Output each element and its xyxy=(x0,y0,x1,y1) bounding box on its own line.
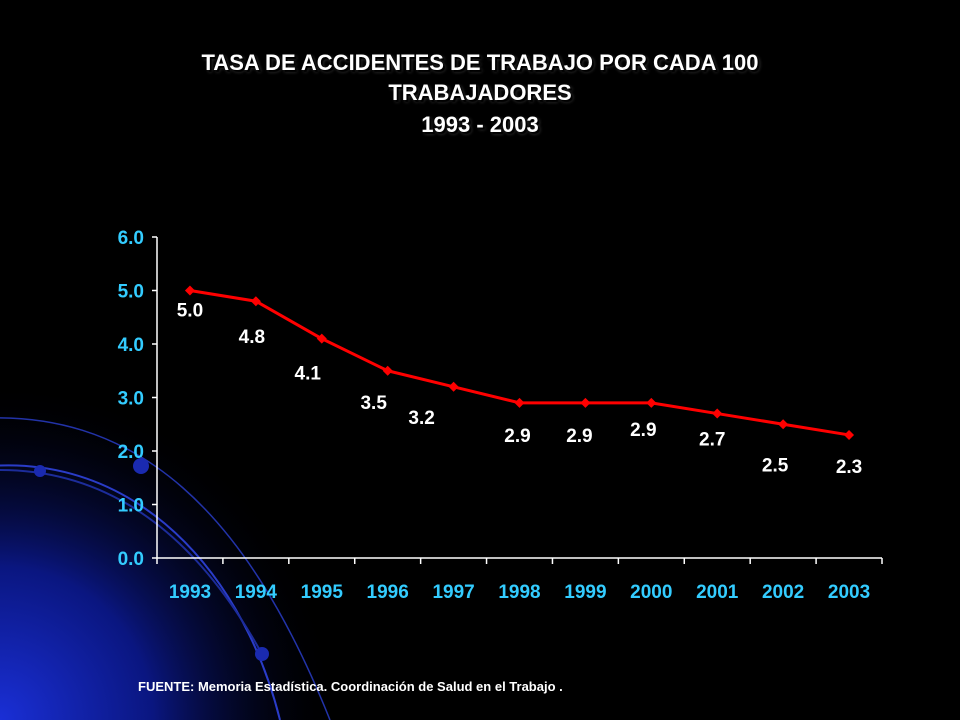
x-tick-label: 2002 xyxy=(762,582,804,603)
x-tick-label: 2000 xyxy=(630,582,672,603)
data-label: 2.9 xyxy=(504,426,530,447)
x-tick-label: 1994 xyxy=(235,582,278,603)
data-labels: 5.0 4.8 4.1 3.5 3.2 2.9 2.9 2.9 2.7 2.5 2.3 xyxy=(177,301,863,478)
data-point-marker xyxy=(646,397,657,408)
data-point-marker xyxy=(778,419,789,430)
x-tick-label: 1997 xyxy=(432,582,474,603)
data-point-marker xyxy=(250,296,261,307)
y-tick-label: 3.0 xyxy=(118,389,144,410)
x-tick-label: 1993 xyxy=(169,582,211,603)
data-label: 2.7 xyxy=(699,430,725,451)
x-tick-label: 1998 xyxy=(498,582,540,603)
decorative-arc xyxy=(0,417,331,720)
decorative-dot xyxy=(255,647,269,661)
chart-title-line-2: TRABAJADORES xyxy=(388,80,572,105)
x-tick-label: 1995 xyxy=(301,582,344,603)
data-point-marker xyxy=(514,397,525,408)
y-tick-label: 1.0 xyxy=(118,496,144,517)
series-line xyxy=(189,289,850,437)
y-axis-tick-labels: 0.0 1.0 2.0 3.0 4.0 5.0 6.0 xyxy=(118,228,144,570)
data-label: 3.2 xyxy=(408,408,434,429)
data-point-marker xyxy=(382,365,393,376)
data-label: 2.5 xyxy=(762,455,789,476)
data-series xyxy=(184,285,855,440)
data-point-marker xyxy=(712,408,723,419)
blue-gradient-corner xyxy=(0,380,340,720)
data-point-marker xyxy=(448,381,459,392)
decorative-dot xyxy=(34,465,46,477)
data-label: 2.3 xyxy=(836,457,862,478)
y-tick-label: 5.0 xyxy=(118,282,144,303)
y-tick-label: 4.0 xyxy=(118,335,144,356)
x-tick-label: 2001 xyxy=(696,582,739,603)
x-axis-tick-labels: 1993 1994 1995 1996 1997 1998 1999 2000 2001 2002… xyxy=(169,582,870,603)
data-label: 2.9 xyxy=(566,426,592,447)
data-point-marker xyxy=(580,397,591,408)
x-tick-label: 1999 xyxy=(564,582,606,603)
source-note: FUENTE: Memoria Estadística. Coordinació… xyxy=(138,679,563,694)
chart-axes xyxy=(152,236,883,564)
data-point-marker xyxy=(316,333,327,344)
data-label: 2.9 xyxy=(630,420,656,441)
data-label: 4.1 xyxy=(295,364,322,385)
data-point-marker xyxy=(184,285,195,296)
chart-title-line-1: TASA DE ACCIDENTES DE TRABAJO POR CADA 1… xyxy=(201,50,759,75)
data-point-marker xyxy=(844,429,855,440)
data-label: 4.8 xyxy=(239,327,265,348)
x-tick-label: 2003 xyxy=(828,582,870,603)
y-tick-label: 2.0 xyxy=(118,442,144,463)
x-tick-label: 1996 xyxy=(367,582,409,603)
chart-title-line-3: 1993 - 2003 xyxy=(421,112,539,137)
data-label: 5.0 xyxy=(177,301,203,322)
data-label: 3.5 xyxy=(360,393,387,414)
y-tick-label: 6.0 xyxy=(118,228,144,249)
decorative-dot xyxy=(133,458,149,474)
y-tick-label: 0.0 xyxy=(118,549,144,570)
decorative-arc xyxy=(0,469,263,655)
